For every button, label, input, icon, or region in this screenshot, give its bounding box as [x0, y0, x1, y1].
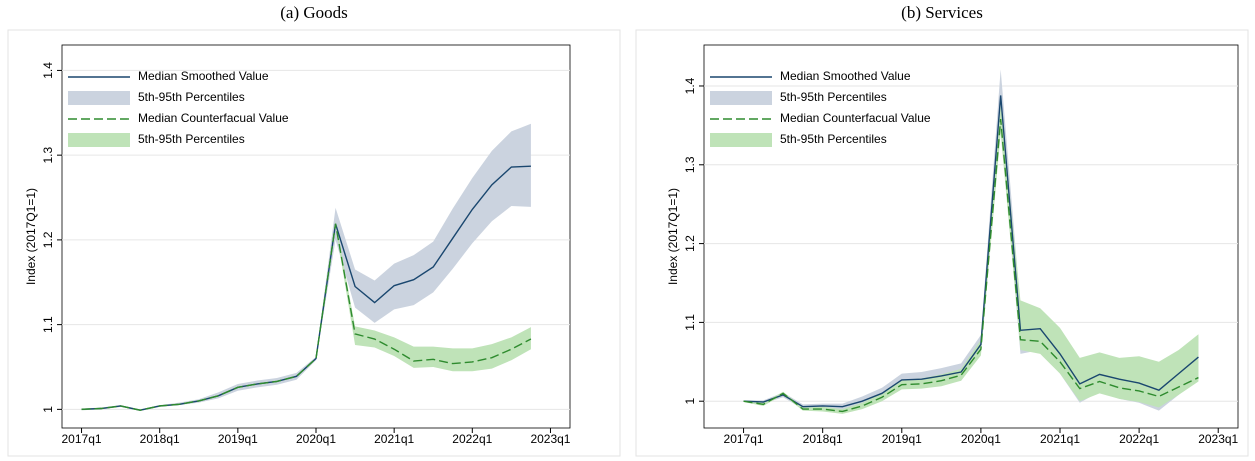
legend-label: 5th-95th Percentiles: [780, 132, 887, 146]
x-tick-label: 2023q1: [1198, 432, 1238, 446]
legend-swatch: [68, 133, 130, 147]
percentile-band: [81, 123, 531, 412]
legend-swatch: [710, 133, 772, 147]
x-tick-label: 2020q1: [296, 432, 336, 446]
y-tick-label: 1.1: [41, 316, 55, 333]
y-tick-label: 1: [41, 406, 55, 413]
legend-label: 5th-95th Percentiles: [138, 90, 245, 104]
series-line: [743, 95, 1199, 408]
legend-swatch: [68, 91, 130, 105]
legend-label: Median Counterfacual Value: [780, 111, 931, 125]
series-line: [743, 119, 1199, 413]
legend-label: 5th-95th Percentiles: [138, 132, 245, 146]
legend-label: Median Counterfacual Value: [138, 111, 289, 125]
y-axis-label: Index (2017Q1=1): [24, 188, 38, 285]
x-tick-label: 2018q1: [803, 432, 843, 446]
y-tick-label: 1.4: [683, 77, 697, 94]
x-tick-label: 2018q1: [140, 432, 180, 446]
legend-label: Median Smoothed Value: [138, 69, 269, 83]
y-tick-label: 1: [683, 398, 697, 405]
x-tick-label: 2021q1: [1040, 432, 1080, 446]
plot-frame: [703, 44, 1239, 429]
x-tick-label: 2020q1: [961, 432, 1001, 446]
panel-title: (b) Services: [901, 3, 983, 22]
x-tick-label: 2017q1: [724, 432, 764, 446]
y-axis-label: Index (2017Q1=1): [666, 188, 680, 285]
x-tick-label: 2022q1: [452, 432, 492, 446]
panel-frame: [7, 29, 621, 457]
y-tick-label: 1.4: [41, 62, 55, 79]
percentile-band: [81, 221, 531, 412]
y-tick-label: 1.1: [683, 314, 697, 331]
legend-swatch: [710, 91, 772, 105]
legend-label: Median Smoothed Value: [780, 69, 911, 83]
panel-frame: [635, 29, 1249, 457]
y-tick-label: 1.3: [683, 156, 697, 173]
x-tick-label: 2019q1: [218, 432, 258, 446]
series-line: [81, 165, 531, 411]
x-tick-label: 2022q1: [1119, 432, 1159, 446]
x-tick-label: 2017q1: [62, 432, 102, 446]
panel-title: (a) Goods: [280, 3, 348, 22]
legend-label: 5th-95th Percentiles: [780, 90, 887, 104]
series-line: [81, 223, 532, 411]
y-tick-label: 1.3: [41, 146, 55, 163]
x-tick-label: 2023q1: [530, 432, 570, 446]
x-tick-label: 2021q1: [374, 432, 414, 446]
y-tick-label: 1.2: [41, 231, 55, 248]
percentile-band: [743, 105, 1199, 414]
y-tick-label: 1.2: [683, 235, 697, 252]
x-tick-label: 2019q1: [882, 432, 922, 446]
